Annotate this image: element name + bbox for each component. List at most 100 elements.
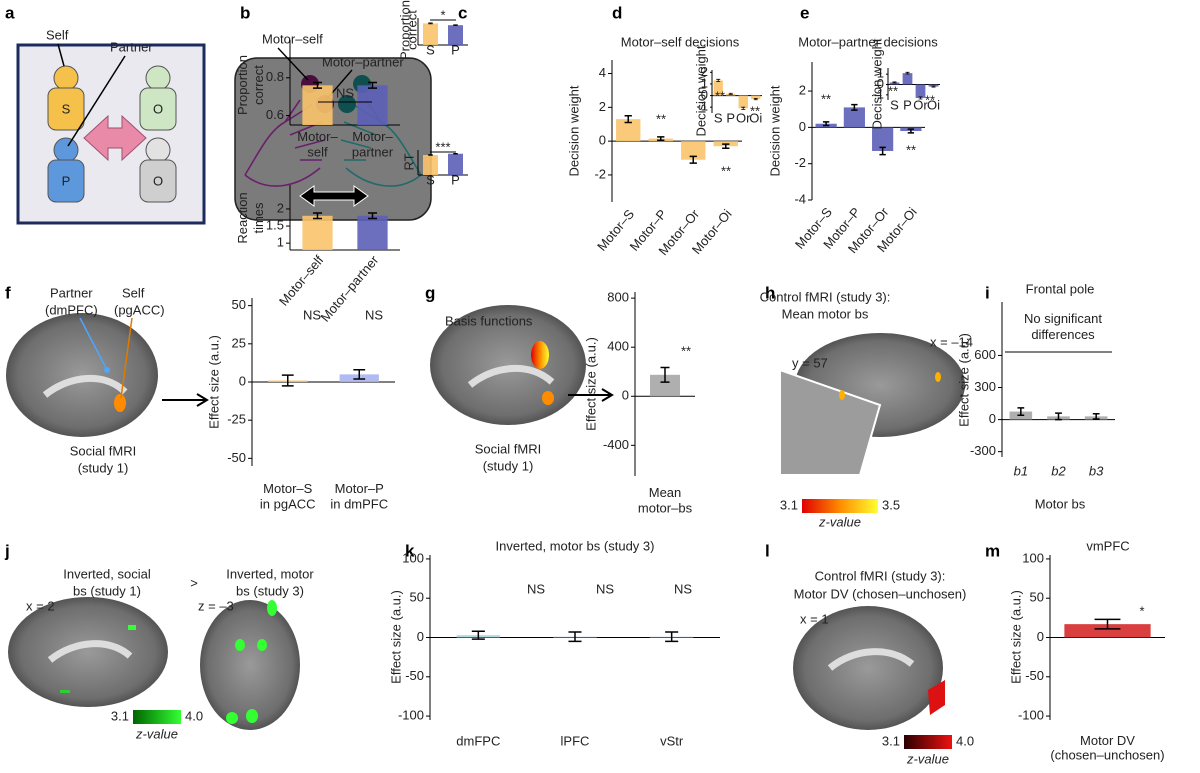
y-tick-label: 2: [701, 64, 708, 79]
pointer: [120, 317, 133, 399]
y-tick-label: 300: [974, 379, 996, 394]
error-bar: [1094, 618, 1121, 630]
caption: (study 1): [483, 458, 534, 473]
slice-label: x = 1: [800, 611, 829, 626]
x-axis-label: Motor bs: [1035, 496, 1086, 511]
head: [53, 137, 79, 163]
x-tick-label: Mean motor–bs: [638, 485, 693, 516]
annotation: NS: [527, 581, 545, 596]
y-axis-label: Effect size (a.u.): [583, 337, 598, 431]
activation: [104, 367, 110, 373]
text-line: Proportion: [236, 55, 251, 115]
chart-title: vmPFC: [1086, 538, 1129, 553]
x-tick-label: dmFPC: [456, 733, 500, 748]
error-bar: [453, 152, 458, 155]
activation: [839, 390, 845, 400]
y-axis-label: Reactiontimes: [236, 192, 267, 243]
label: Motor–self: [262, 31, 323, 46]
x-tick-label: Oi: [927, 97, 940, 112]
y-tick-label: -50: [227, 450, 246, 465]
panel-label: k: [405, 541, 415, 560]
bar: [302, 215, 333, 250]
y-tick-label: 2: [277, 200, 284, 215]
annotation: NS: [674, 581, 692, 596]
bar: [902, 73, 913, 85]
x-tick-label: P: [451, 172, 460, 187]
x-tick-label: S: [426, 172, 435, 187]
colorbar-label: z-value: [818, 514, 861, 529]
label: Partner: [110, 39, 153, 54]
token-o: [139, 65, 177, 131]
y-axis-label: Decision weight: [767, 85, 782, 176]
y-tick-label: 0: [417, 629, 424, 644]
corpus-callosum: [47, 640, 133, 663]
activation: [235, 639, 245, 651]
panel-label: l: [765, 541, 770, 560]
annotation: **: [925, 92, 935, 107]
activation: [267, 600, 277, 616]
label: Self: [46, 27, 69, 42]
error-bar: [907, 128, 915, 134]
x-tick-label: S: [890, 97, 899, 112]
text-line: self: [307, 145, 328, 160]
title: Inverted, motor: [226, 566, 314, 581]
y-tick-label: 800: [607, 290, 629, 305]
x-tick-label: Or: [913, 97, 928, 112]
slice-label: y = 57: [792, 355, 828, 370]
x-tick-label: P: [451, 42, 460, 57]
error-bar: [453, 24, 458, 27]
slice-label: x = –14: [930, 334, 973, 349]
activation: [257, 639, 267, 651]
annotation: NS: [303, 307, 321, 322]
y-tick-label: -400: [603, 437, 629, 452]
x-tick-label: Motor–S in pgACC: [260, 481, 316, 512]
label: (dmPFC): [45, 302, 98, 317]
caption: Social fMRI: [475, 441, 541, 456]
activation: [128, 625, 136, 630]
body: [139, 159, 177, 203]
y-tick-label: 1: [277, 235, 284, 250]
y-axis-label: Proportioncorrect: [236, 55, 267, 115]
text-line: motor–bs: [638, 501, 693, 516]
text-line: times: [251, 202, 266, 234]
colorbar-label: z-value: [906, 751, 949, 766]
colorbar: [904, 735, 952, 749]
annotation: *: [440, 7, 445, 22]
error-bar: [367, 81, 378, 89]
error-bar: [728, 92, 733, 95]
pointer: [277, 47, 309, 81]
y-tick-label: -2: [794, 155, 806, 170]
error-bar: [353, 369, 366, 380]
token-s: [47, 65, 85, 131]
token-o: [139, 137, 177, 203]
x-tick-label: lPFC: [561, 733, 590, 748]
title: Inverted, social: [63, 566, 151, 581]
text-line: Motor–: [352, 129, 393, 144]
annotation: **: [888, 83, 898, 98]
y-tick-label: 0: [1037, 629, 1044, 644]
slice-label: x = 2: [26, 598, 55, 613]
error-bar: [689, 155, 697, 164]
title: Control fMRI (study 3):: [760, 289, 891, 304]
bar: [650, 374, 680, 397]
panel-label: i: [985, 283, 990, 302]
label: Motor–partner: [322, 54, 404, 69]
error-bar: [665, 631, 679, 643]
brain-slice: [793, 606, 943, 730]
body: [47, 87, 85, 131]
y-tick-label: -100: [398, 708, 424, 723]
token-label: P: [62, 173, 71, 188]
y-tick-label: -50: [1025, 668, 1044, 683]
x-tick-label: S: [714, 110, 723, 125]
caption: (study 1): [78, 460, 129, 475]
body: [47, 159, 85, 203]
colorbar-min: 3.1: [780, 497, 798, 512]
activation: [226, 712, 238, 724]
y-axis-label: Proportioncorrect: [398, 0, 420, 60]
head: [53, 65, 79, 91]
y-tick-label: -25: [227, 412, 246, 427]
pointer: [57, 43, 65, 67]
y-tick-label: 1: [701, 75, 708, 90]
colorbar-max: 4.0: [956, 733, 974, 748]
